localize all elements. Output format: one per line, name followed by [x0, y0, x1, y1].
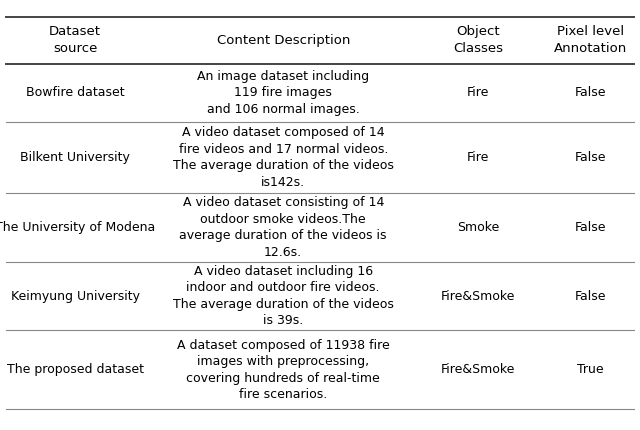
- Text: The University of Modena: The University of Modena: [0, 221, 156, 234]
- Text: Fire: Fire: [467, 86, 490, 99]
- Text: True: True: [577, 363, 604, 376]
- Text: Bowfire dataset: Bowfire dataset: [26, 86, 125, 99]
- Text: False: False: [575, 86, 606, 99]
- Text: A dataset composed of 11938 fire
images with preprocessing,
covering hundreds of: A dataset composed of 11938 fire images …: [177, 338, 390, 401]
- Text: Pixel level
Annotation: Pixel level Annotation: [554, 25, 627, 55]
- Text: Fire: Fire: [467, 151, 490, 164]
- Text: A video dataset composed of 14
fire videos and 17 normal videos.
The average dur: A video dataset composed of 14 fire vide…: [173, 126, 394, 189]
- Text: False: False: [575, 221, 606, 234]
- Text: Dataset
source: Dataset source: [49, 25, 101, 55]
- Text: False: False: [575, 151, 606, 164]
- Text: The proposed dataset: The proposed dataset: [6, 363, 144, 376]
- Text: False: False: [575, 289, 606, 303]
- Text: Content Description: Content Description: [216, 34, 350, 47]
- Text: Keimyung University: Keimyung University: [11, 289, 140, 303]
- Text: An image dataset including
119 fire images
and 106 normal images.: An image dataset including 119 fire imag…: [197, 70, 369, 116]
- Text: Smoke: Smoke: [457, 221, 500, 234]
- Text: Fire&Smoke: Fire&Smoke: [441, 289, 516, 303]
- Text: Object
Classes: Object Classes: [453, 25, 504, 55]
- Text: Fire&Smoke: Fire&Smoke: [441, 363, 516, 376]
- Text: Bilkent University: Bilkent University: [20, 151, 130, 164]
- Text: A video dataset including 16
indoor and outdoor fire videos.
The average duratio: A video dataset including 16 indoor and …: [173, 265, 394, 327]
- Text: A video dataset consisting of 14
outdoor smoke videos.The
average duration of th: A video dataset consisting of 14 outdoor…: [179, 196, 387, 258]
